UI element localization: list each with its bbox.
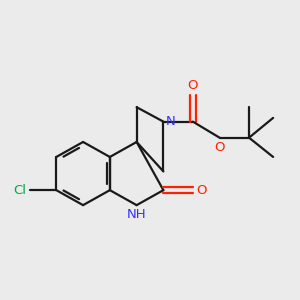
Text: O: O <box>196 184 207 197</box>
Text: NH: NH <box>127 208 146 221</box>
Text: N: N <box>166 115 175 128</box>
Text: Cl: Cl <box>13 184 26 197</box>
Text: O: O <box>214 141 225 154</box>
Text: O: O <box>188 79 198 92</box>
